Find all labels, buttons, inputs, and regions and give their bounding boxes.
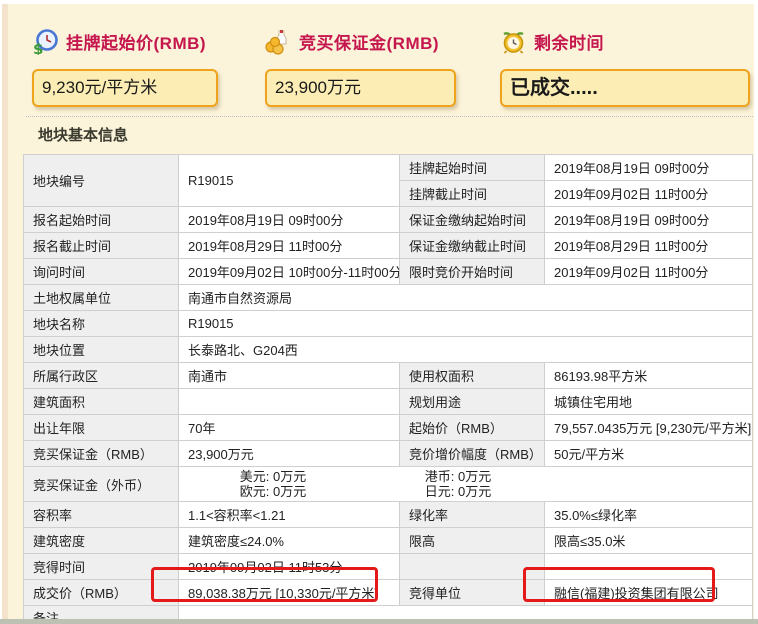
summary-header: 剩余时间 — [500, 26, 604, 56]
value-parcel-no: R19015 — [178, 154, 400, 207]
label-deposit-pay-end: 保证金缴纳截止时间 — [399, 232, 545, 259]
label-district: 所属行政区 — [23, 362, 179, 389]
label-building-area: 建筑面积 — [23, 388, 179, 415]
value-signup-end: 2019年08月29日 11时00分 — [178, 232, 400, 259]
summary-header: $ 挂牌起始价(RMB) — [32, 26, 207, 58]
label-tenure: 出让年限 — [23, 414, 179, 441]
value-tenure: 70年 — [178, 414, 400, 441]
summary-label: 挂牌起始价(RMB) — [66, 33, 207, 53]
label-parcel-location: 地块位置 — [23, 336, 179, 363]
value-bid-increment: 50元/平方米 — [544, 440, 753, 467]
svg-text:$: $ — [33, 40, 43, 55]
value-bid-deposit: 23,900万元 — [178, 440, 400, 467]
label-parcel-name: 地块名称 — [23, 310, 179, 337]
value-land-use-area: 86193.98平方米 — [544, 362, 753, 389]
label-parcel-no: 地块编号 — [23, 154, 179, 207]
label-inquiry-time: 询问时间 — [23, 258, 179, 285]
parcel-info-table: 地块编号 R19015 挂牌起始时间 2019年08月19日 09时00分 挂牌… — [23, 154, 753, 624]
value-winner: 融信(福建)投资集团有限公司 — [544, 579, 753, 606]
label-greening-rate: 绿化率 — [399, 501, 545, 528]
value-deal-time: 2019年09月02日 11时53分 — [178, 553, 400, 580]
label-deal-time: 竞得时间 — [23, 553, 179, 580]
value-deposit-pay-end: 2019年08月29日 11时00分 — [544, 232, 753, 259]
label-signup-start: 报名起始时间 — [23, 206, 179, 233]
label-planned-use: 规划用途 — [399, 388, 545, 415]
dotted-divider — [26, 116, 753, 117]
coins-icon — [265, 28, 292, 55]
label-starting-price: 起始价（RMB） — [399, 414, 545, 441]
value-bid-deposit-foreign: 美元: 0万元 欧元: 0万元 港币: 0万元 日元: 0万元 — [178, 466, 753, 502]
listing-start-price-box: 9,230元/平方米 — [32, 69, 218, 107]
label-land-use-area: 使用权面积 — [399, 362, 545, 389]
value-starting-price: 79,557.0435万元 [9,230元/平方米] — [544, 414, 753, 441]
label-height-limit: 限高 — [399, 527, 545, 554]
value-parcel-name: R19015 — [178, 310, 753, 337]
value-signup-start: 2019年08月19日 09时00分 — [178, 206, 400, 233]
value-building-density: 建筑密度≤24.0% — [178, 527, 400, 554]
value-building-area — [178, 388, 400, 415]
summary-group-bid-deposit: 竞买保证金(RMB) 23,900万元 — [265, 26, 456, 107]
bottom-edge-strip — [0, 619, 758, 624]
label-listing-start: 挂牌起始时间 — [399, 154, 545, 181]
clock-money-icon: $ — [32, 28, 59, 58]
label-deposit-pay-start: 保证金缴纳起始时间 — [399, 206, 545, 233]
value-district: 南通市 — [178, 362, 400, 389]
summary-label: 竞买保证金(RMB) — [299, 33, 440, 53]
label-land-authority: 土地权属单位 — [23, 284, 179, 311]
label-timed-bidding-start: 限时竞价开始时间 — [399, 258, 545, 285]
label-deal-price: 成交价（RMB） — [23, 579, 179, 606]
value-plot-ratio: 1.1<容积率<1.21 — [178, 501, 400, 528]
content-panel: $ 挂牌起始价(RMB) 9,230元/平方米 竞买保证 — [2, 4, 754, 624]
label-bid-increment: 竞价增价幅度（RMB） — [399, 440, 545, 467]
label-plot-ratio: 容积率 — [23, 501, 179, 528]
fx-hkd-jpy: 港币: 0万元 日元: 0万元 — [424, 469, 492, 499]
time-left-box: 已成交..... — [500, 69, 750, 107]
value-greening-rate: 35.0%≤绿化率 — [544, 501, 753, 528]
value-inquiry-time: 2019年09月02日 10时00分-11时00分 — [178, 258, 400, 285]
fx-usd-eur: 美元: 0万元 欧元: 0万元 — [239, 469, 307, 499]
summary-group-listing-price: $ 挂牌起始价(RMB) 9,230元/平方米 — [32, 26, 218, 107]
value-deal-price: 89,038.38万元 [10,330元/平方米] — [178, 579, 400, 606]
value-listing-start: 2019年08月19日 09时00分 — [544, 154, 753, 181]
label-bid-deposit-foreign: 竞买保证金（外币） — [23, 466, 179, 502]
value-planned-use: 城镇住宅用地 — [544, 388, 753, 415]
value-land-authority: 南通市自然资源局 — [178, 284, 753, 311]
label-empty — [399, 553, 545, 580]
value-empty — [544, 553, 753, 580]
bid-deposit-box: 23,900万元 — [265, 69, 456, 107]
summary-group-time-left: 剩余时间 已成交..... — [500, 26, 750, 107]
value-timed-bidding-start: 2019年09月02日 11时00分 — [544, 258, 753, 285]
alarm-clock-icon — [500, 28, 527, 55]
value-listing-end: 2019年09月02日 11时00分 — [544, 180, 753, 207]
value-parcel-location: 长泰路北、G204西 — [178, 336, 753, 363]
summary-header: 竞买保证金(RMB) — [265, 26, 439, 56]
value-height-limit: 限高≤35.0米 — [544, 527, 753, 554]
label-winner: 竞得单位 — [399, 579, 545, 606]
label-bid-deposit: 竞买保证金（RMB） — [23, 440, 179, 467]
summary-label: 剩余时间 — [534, 33, 604, 53]
value-deposit-pay-start: 2019年08月19日 09时00分 — [544, 206, 753, 233]
label-listing-end: 挂牌截止时间 — [399, 180, 545, 207]
label-signup-end: 报名截止时间 — [23, 232, 179, 259]
label-building-density: 建筑密度 — [23, 527, 179, 554]
section-title: 地块基本信息 — [38, 127, 129, 144]
